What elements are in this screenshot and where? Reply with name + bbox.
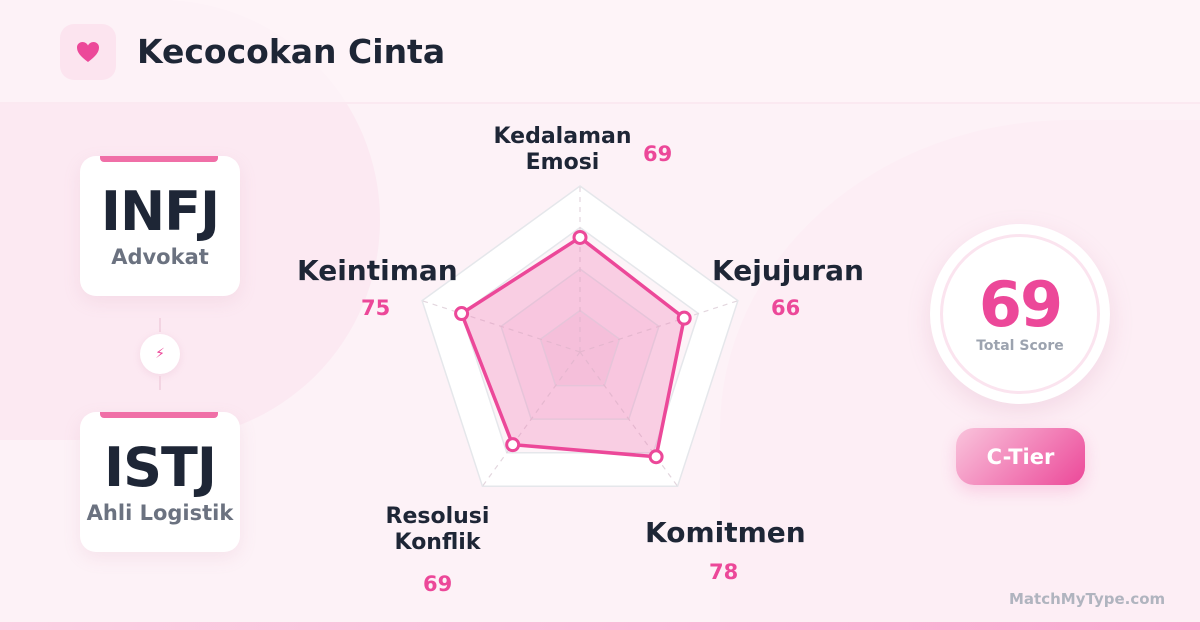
label-line: Konflik bbox=[394, 530, 481, 556]
tier-badge: C-Tier bbox=[956, 428, 1085, 485]
data-point bbox=[572, 229, 588, 245]
data-point bbox=[454, 306, 470, 322]
grid-spoke bbox=[481, 351, 581, 487]
total-score-circle: 69 Total Score bbox=[930, 224, 1110, 404]
data-point bbox=[648, 449, 664, 465]
grid-spoke bbox=[421, 300, 581, 353]
label-line: Resolusi bbox=[385, 504, 490, 529]
total-score-value: 69 bbox=[978, 268, 1063, 341]
data-point bbox=[505, 437, 521, 453]
type-code: ISTJ bbox=[104, 436, 217, 499]
type-card-2: ISTJ Ahli Logistik bbox=[80, 412, 240, 552]
label-line: Emosi bbox=[525, 150, 600, 176]
axis-label-kedalaman-emosi: Kedalaman Emosi bbox=[480, 124, 645, 177]
card-accent bbox=[100, 156, 218, 162]
value-komitmen: 78 bbox=[709, 560, 739, 584]
value-kejujuran: 66 bbox=[771, 296, 801, 320]
value-keintiman: 75 bbox=[361, 296, 391, 320]
logo bbox=[60, 24, 116, 80]
card-accent bbox=[100, 412, 218, 418]
axis-label-keintiman: Keintiman bbox=[297, 254, 458, 287]
divider bbox=[159, 376, 161, 390]
data-area bbox=[459, 235, 686, 459]
type-card-1: INFJ Advokat bbox=[80, 156, 240, 296]
header: Kecocokan Cinta bbox=[0, 0, 1200, 104]
axis-label-komitmen: Komitmen bbox=[645, 516, 806, 549]
page-title: Kecocokan Cinta bbox=[137, 32, 446, 71]
score-ring bbox=[940, 234, 1100, 394]
data-point bbox=[676, 310, 692, 326]
value-kedalaman-emosi: 69 bbox=[643, 142, 673, 166]
lightning-icon: ⚡ bbox=[155, 346, 165, 362]
label-line: Kedalaman bbox=[493, 124, 632, 149]
brand-watermark: MatchMyType.com bbox=[1009, 590, 1166, 608]
grid-spoke bbox=[579, 300, 739, 353]
type-code: INFJ bbox=[100, 180, 220, 243]
axis-label-resolusi-konflik: Resolusi Konflik bbox=[370, 504, 505, 557]
bottom-bar bbox=[0, 622, 1200, 630]
link-badge: ⚡ bbox=[140, 334, 180, 374]
total-score-caption: Total Score bbox=[976, 338, 1064, 354]
axis-label-kejujuran: Kejujuran bbox=[712, 254, 864, 287]
grid-spoke bbox=[579, 351, 679, 487]
divider bbox=[159, 318, 161, 332]
value-resolusi-konflik: 69 bbox=[423, 572, 453, 596]
type-name: Advokat bbox=[111, 245, 209, 269]
type-name: Ahli Logistik bbox=[86, 501, 234, 525]
heart-icon bbox=[77, 42, 99, 62]
